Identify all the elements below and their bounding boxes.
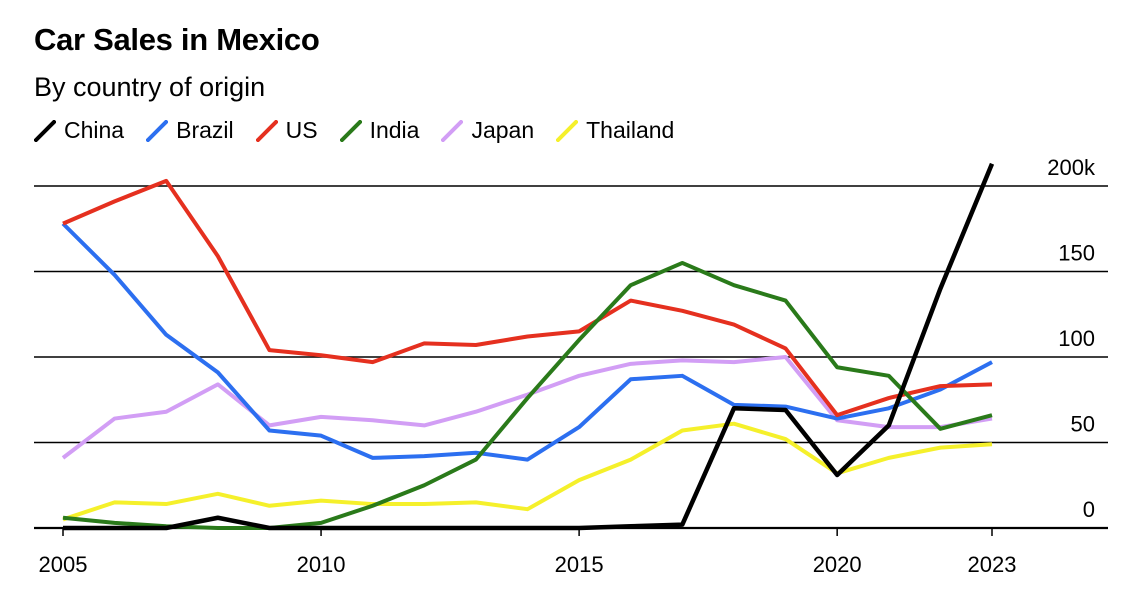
legend-swatch-india: [339, 119, 362, 142]
y-tick-label: 100: [1058, 326, 1095, 351]
chart-subtitle: By country of origin: [34, 72, 266, 102]
legend-item-brazil: Brazil: [146, 117, 234, 144]
legend-label: Japan: [471, 117, 535, 143]
y-tick-label: 0: [1083, 497, 1095, 522]
legend-item-china: China: [34, 117, 124, 144]
y-axis-ticks: 0 50 100 150 200k: [1047, 155, 1096, 522]
legend-label: Thailand: [586, 117, 675, 143]
x-tick-label: 2010: [297, 552, 346, 577]
legend-label: India: [369, 117, 420, 143]
legend-label: Brazil: [176, 117, 234, 143]
series-line-thailand: [62, 421, 993, 522]
y-tick-label: 150: [1058, 241, 1095, 266]
legend-swatch-thailand: [556, 119, 579, 142]
legend-swatch-japan: [441, 119, 464, 142]
legend-swatch-brazil: [146, 119, 169, 142]
series-line-brazil: [61, 222, 993, 462]
y-tick-label: 200k: [1047, 155, 1096, 180]
series-lines: [61, 162, 995, 531]
legend-item-india: India: [339, 117, 420, 144]
legend-label: China: [64, 117, 125, 143]
x-tick-label: 2020: [813, 552, 862, 577]
chart-legend: China Brazil US India Japan Thailand: [34, 117, 696, 144]
series-line-china: [63, 162, 995, 531]
y-tick-label: 50: [1071, 412, 1095, 437]
legend-swatch-china: [34, 119, 56, 142]
chart-title: Car Sales in Mexico: [34, 22, 320, 57]
x-tick-label: 2015: [555, 552, 604, 577]
x-axis: 2005 2010 2015 2020 2023: [39, 528, 1017, 577]
x-tick-label: 2005: [39, 552, 88, 577]
legend-item-japan: Japan: [441, 117, 534, 144]
series-line-us: [62, 178, 993, 418]
series-line-india: [62, 260, 993, 530]
legend-item-thailand: Thailand: [556, 117, 674, 144]
legend-label: US: [285, 117, 318, 143]
legend-swatch-us: [255, 119, 278, 142]
legend-item-us: US: [255, 117, 318, 144]
x-tick-label: 2023: [968, 552, 1017, 577]
